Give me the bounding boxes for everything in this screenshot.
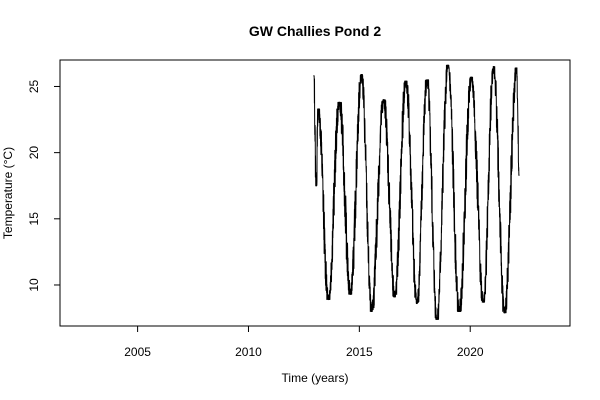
y-tick-label: 25 <box>27 79 41 93</box>
temperature-extreme-point <box>394 296 396 298</box>
x-tick-label: 2020 <box>457 345 484 359</box>
y-tick-label: 10 <box>27 278 41 292</box>
temperature-extreme-point <box>470 76 472 78</box>
temperature-extreme-point <box>327 298 329 301</box>
series-layer <box>313 64 520 320</box>
x-tick-label: 2010 <box>235 345 262 359</box>
temperature-extreme-point <box>317 108 319 110</box>
x-tick-label: 2015 <box>346 345 373 359</box>
temperature-extreme-point <box>436 318 438 320</box>
temperature-extreme-point <box>338 101 340 103</box>
y-tick-label: 15 <box>27 212 41 226</box>
temperature-extreme-point <box>492 66 495 68</box>
temperature-extreme-point <box>383 99 385 101</box>
temperature-extreme-point <box>370 310 373 313</box>
temperature-extreme-point <box>482 301 485 303</box>
temperature-extreme-point <box>458 310 460 313</box>
x-axis: 2005 2010 2015 2020 <box>124 326 484 359</box>
temperature-extreme-point <box>360 73 363 76</box>
temperature-extreme-point <box>426 79 428 81</box>
plot-frame <box>59 59 571 327</box>
x-axis-label: Time (years) <box>282 371 349 385</box>
y-tick-label: 20 <box>27 146 41 160</box>
x-tick-label: 2005 <box>124 345 151 359</box>
chart-title: GW Challies Pond 2 <box>249 23 381 39</box>
temperature-extreme-point <box>313 75 315 77</box>
y-axis-label: Temperature (°C) <box>1 147 15 239</box>
temperature-extreme-point <box>416 302 418 305</box>
temperature-extreme-point <box>447 64 449 66</box>
temperature-extreme-point <box>405 80 407 82</box>
temperature-extreme-point <box>349 293 352 295</box>
temperature-series-line <box>313 64 520 320</box>
temperature-extreme-point <box>315 185 317 187</box>
temperature-extreme-point <box>503 312 506 314</box>
temperature-extreme-point <box>516 67 518 69</box>
temperature-extreme-point <box>518 174 520 176</box>
y-axis: 10 15 20 25 <box>27 79 60 292</box>
